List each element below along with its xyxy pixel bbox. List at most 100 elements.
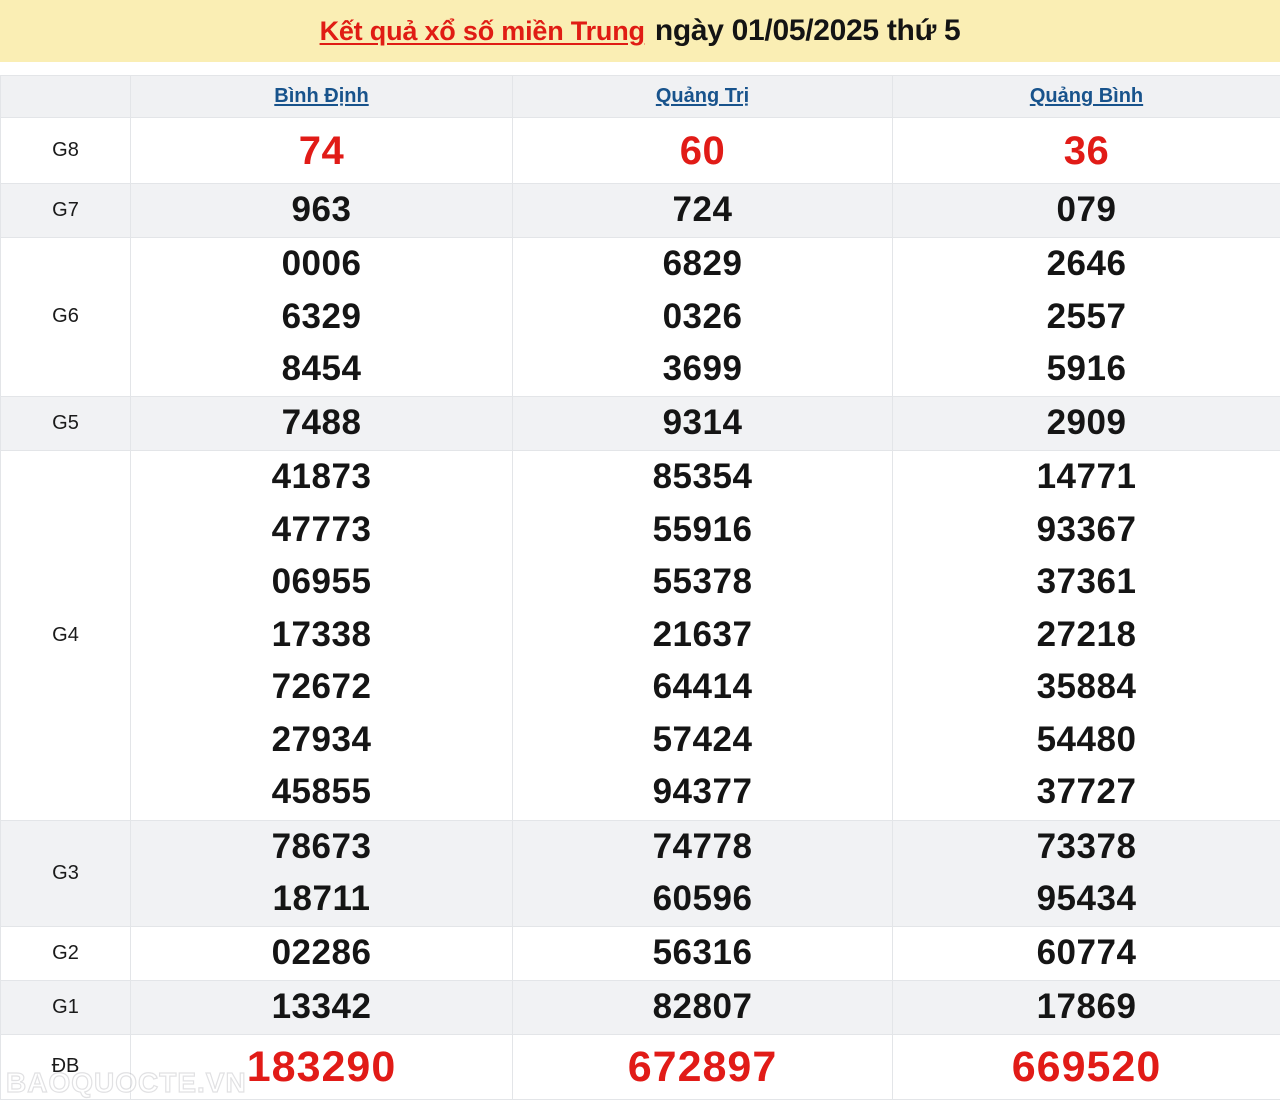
result-cell: 60 bbox=[512, 117, 893, 184]
prize-label-g2: G2 bbox=[0, 925, 131, 981]
result-number: 5916 bbox=[1046, 349, 1127, 388]
table-head: Bình Định Quảng Trị Quảng Bình bbox=[0, 75, 1280, 118]
prize-label-g6: G6 bbox=[0, 237, 131, 397]
result-number: 56316 bbox=[652, 932, 753, 972]
result-number: 17338 bbox=[271, 614, 372, 654]
result-cell: 963 bbox=[130, 183, 513, 238]
result-number: 6829 bbox=[662, 244, 743, 283]
result-number: 8454 bbox=[281, 349, 362, 388]
result-number: 60596 bbox=[652, 879, 753, 918]
result-number: 60774 bbox=[1036, 932, 1137, 972]
result-cell: 17869 bbox=[892, 979, 1280, 1035]
result-cell: 85354 55916 55378 21637 64414 57424 94377 bbox=[512, 449, 893, 821]
result-number: 72672 bbox=[271, 667, 372, 707]
header-corner-cell bbox=[0, 75, 131, 118]
result-cell: 73378 95434 bbox=[892, 819, 1280, 927]
result-cell: 9314 bbox=[512, 395, 893, 451]
result-cell: 672897 bbox=[512, 1033, 893, 1100]
result-number: 45855 bbox=[271, 772, 372, 812]
result-cell: 78673 18711 bbox=[130, 819, 513, 927]
result-number: 2557 bbox=[1046, 296, 1127, 336]
result-number: 27934 bbox=[271, 719, 372, 759]
prize-label-g8: G8 bbox=[0, 117, 131, 184]
result-cell: 41873 47773 06955 17338 72672 27934 45855 bbox=[130, 449, 513, 821]
result-number: 9314 bbox=[662, 402, 743, 442]
result-number: 54480 bbox=[1036, 719, 1137, 759]
table-row: G5 7488 9314 2909 bbox=[0, 395, 1280, 451]
result-number: 74 bbox=[298, 128, 345, 173]
table-row: G8 74 60 36 bbox=[0, 117, 1280, 184]
prize-label-g7: G7 bbox=[0, 183, 131, 238]
province-link-0[interactable]: Bình Định bbox=[274, 85, 369, 107]
column-header-province-1[interactable]: Quảng Trị bbox=[512, 75, 893, 118]
table-row: G1 13342 82807 17869 bbox=[0, 979, 1280, 1035]
result-number: 079 bbox=[1056, 190, 1117, 230]
result-number: 02286 bbox=[271, 932, 372, 972]
result-cell: 669520 bbox=[892, 1033, 1280, 1100]
result-number: 55378 bbox=[652, 562, 753, 602]
banner-title-group: Kết quả xổ số miền Trung ngày 01/05/2025… bbox=[320, 14, 961, 48]
result-cell: 36 bbox=[892, 117, 1280, 184]
page-banner: Kết quả xổ số miền Trung ngày 01/05/2025… bbox=[0, 0, 1280, 62]
table-body: G8 74 60 36 G7 963 724 079 G6 0006 6329 8454 6829 032… bbox=[0, 117, 1280, 1100]
result-cell: 74778 60596 bbox=[512, 819, 893, 927]
table-row: G2 02286 56316 60774 bbox=[0, 925, 1280, 981]
result-cell: 0006 6329 8454 bbox=[130, 237, 513, 397]
column-header-province-0[interactable]: Bình Định bbox=[130, 75, 513, 118]
results-title-link[interactable]: Kết quả xổ số miền Trung bbox=[319, 16, 645, 46]
result-number: 13342 bbox=[271, 986, 372, 1026]
result-number: 17869 bbox=[1036, 986, 1137, 1026]
result-number: 669520 bbox=[1011, 1042, 1162, 1091]
column-header-province-2[interactable]: Quảng Bình bbox=[892, 75, 1280, 118]
result-cell: 13342 bbox=[130, 979, 513, 1035]
result-cell: 724 bbox=[512, 183, 893, 238]
result-number: 724 bbox=[672, 190, 733, 230]
table-header-row: Bình Định Quảng Trị Quảng Bình bbox=[0, 75, 1280, 118]
result-number: 672897 bbox=[627, 1042, 778, 1091]
result-number: 21637 bbox=[652, 614, 753, 654]
result-number: 0006 bbox=[281, 244, 362, 283]
result-number: 6329 bbox=[281, 296, 362, 336]
prize-label-g3: G3 bbox=[0, 819, 131, 927]
result-number: 74778 bbox=[652, 826, 753, 866]
result-number: 82807 bbox=[652, 986, 753, 1026]
table-row: G3 78673 18711 74778 60596 73378 95434 bbox=[0, 819, 1280, 927]
result-cell: 2646 2557 5916 bbox=[892, 237, 1280, 397]
result-number: 37727 bbox=[1036, 772, 1137, 812]
results-date-label: ngày 01/05/2025 thứ 5 bbox=[654, 14, 961, 47]
result-number: 64414 bbox=[652, 667, 753, 707]
result-cell: 183290 bbox=[130, 1033, 513, 1100]
table-row: G4 41873 47773 06955 17338 72672 27934 45855 853… bbox=[0, 449, 1280, 821]
result-number: 27218 bbox=[1036, 614, 1137, 654]
lottery-results-table: Bình Định Quảng Trị Quảng Bình G8 74 60 36 G… bbox=[0, 75, 1280, 1100]
result-number: 18711 bbox=[272, 879, 371, 918]
result-number: 78673 bbox=[271, 826, 372, 866]
province-link-1[interactable]: Quảng Trị bbox=[655, 85, 750, 107]
result-number: 3699 bbox=[662, 349, 743, 388]
prize-label-đb: ĐB bbox=[0, 1033, 131, 1100]
result-cell: 82807 bbox=[512, 979, 893, 1035]
result-cell: 2909 bbox=[892, 395, 1280, 451]
result-number: 36 bbox=[1063, 128, 1110, 173]
result-cell: 079 bbox=[892, 183, 1280, 238]
table-row: G7 963 724 079 bbox=[0, 183, 1280, 238]
result-cell: 56316 bbox=[512, 925, 893, 981]
prize-label-g4: G4 bbox=[0, 449, 131, 821]
result-number: 2646 bbox=[1046, 244, 1127, 283]
result-cell: 60774 bbox=[892, 925, 1280, 981]
result-number: 85354 bbox=[652, 457, 753, 497]
result-cell: 14771 93367 37361 27218 35884 54480 37727 bbox=[892, 449, 1280, 821]
result-number: 183290 bbox=[246, 1042, 397, 1091]
result-number: 06955 bbox=[271, 562, 372, 602]
result-cell: 74 bbox=[130, 117, 513, 184]
result-number: 93367 bbox=[1036, 509, 1137, 549]
result-number: 55916 bbox=[652, 509, 753, 549]
results-table-wrap: Bình Định Quảng Trị Quảng Bình G8 74 60 36 G… bbox=[0, 62, 1280, 1100]
result-cell: 02286 bbox=[130, 925, 513, 981]
result-number: 60 bbox=[679, 128, 726, 173]
result-number: 35884 bbox=[1036, 667, 1137, 707]
table-row: G6 0006 6329 8454 6829 0326 3699 2646 2557 5916 bbox=[0, 237, 1280, 397]
province-link-2[interactable]: Quảng Bình bbox=[1029, 85, 1144, 107]
result-number: 7488 bbox=[281, 402, 362, 442]
